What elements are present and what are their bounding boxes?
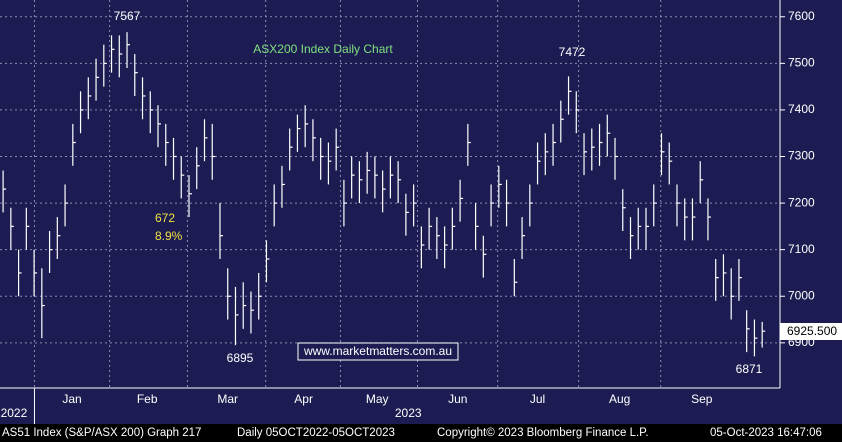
y-tick-label: 7300 — [788, 149, 815, 163]
x-tick-label: Aug — [609, 392, 630, 406]
x-tick-label: Mar — [217, 392, 238, 406]
x-tick-label: May — [366, 392, 389, 406]
annotation: 672 — [155, 211, 175, 225]
y-tick-label: 7000 — [788, 288, 815, 302]
y-tick-label: 7100 — [788, 242, 815, 256]
year-label: 2022 — [1, 406, 28, 420]
annotation: 6871 — [736, 362, 763, 376]
footer-text: Copyright© 2023 Bloomberg Finance L.P. — [437, 427, 649, 439]
x-tick-label: Feb — [137, 392, 158, 406]
y-tick-label: 7500 — [788, 56, 815, 70]
x-axis-background — [0, 388, 842, 424]
footer-text: AS51 Index (S&P/ASX 200) Graph 217 — [2, 427, 201, 439]
footer-text: Daily 05OCT2022-05OCT2023 — [237, 427, 395, 439]
footer-text: 05-Oct-2023 16:47:06 — [710, 427, 822, 439]
annotation: 6895 — [227, 351, 254, 365]
x-tick-label: Jan — [62, 392, 81, 406]
year-label: 2023 — [395, 406, 422, 420]
y-tick-label: 7200 — [788, 195, 815, 209]
x-tick-label: Jun — [448, 392, 467, 406]
y-tick-label: 7400 — [788, 102, 815, 116]
watermark-box — [297, 342, 459, 361]
annotation: 7472 — [559, 45, 586, 59]
footer-bar — [0, 424, 842, 442]
annotation: 8.9% — [155, 229, 183, 243]
last-price-box — [780, 323, 842, 340]
x-tick-label: Jul — [530, 392, 545, 406]
x-tick-label: Apr — [294, 392, 313, 406]
y-tick-label: 6900 — [788, 335, 815, 349]
last-price: 6925.500 — [787, 324, 837, 338]
chart-title: ASX200 Index Daily Chart — [253, 42, 393, 56]
x-tick-label: Sep — [691, 392, 713, 406]
y-tick-label: 7600 — [788, 9, 815, 23]
watermark: www.marketmatters.com.au — [303, 344, 452, 358]
annotation: 7567 — [114, 9, 141, 23]
